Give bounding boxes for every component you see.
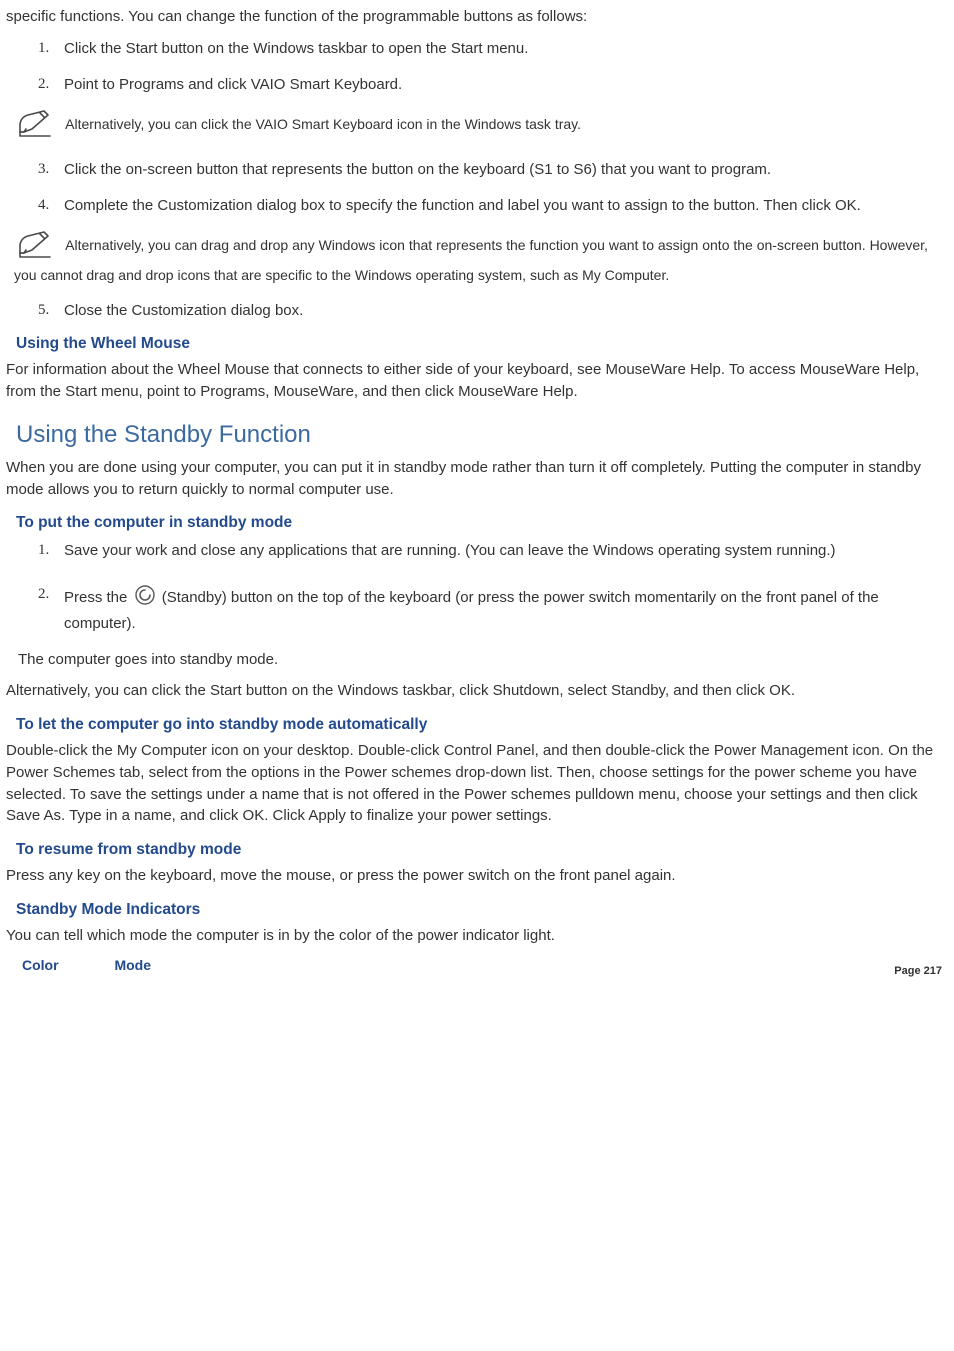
heading-wheel-mouse: Using the Wheel Mouse — [16, 335, 948, 353]
step-text: Click the on-screen button that represen… — [64, 161, 771, 178]
step-number: 2. — [38, 584, 49, 606]
step-text: Close the Customization dialog box. — [64, 302, 303, 319]
heading-standby-function: Using the Standby Function — [16, 421, 948, 449]
step-text: Save your work and close any application… — [64, 542, 836, 559]
put-step-1: 1. Save your work and close any applicat… — [38, 540, 938, 562]
page-number: Page 217 — [894, 965, 942, 977]
heading-put-standby: To put the computer in standby mode — [16, 514, 948, 532]
step-text: Click the Start button on the Windows ta… — [64, 40, 528, 57]
table-header-color: Color — [22, 957, 110, 973]
step-number: 5. — [38, 300, 49, 322]
standby-paragraph: When you are done using your computer, y… — [6, 457, 948, 501]
put-sub-paragraph: The computer goes into standby mode. — [18, 649, 948, 671]
steps-list-a: 1. Click the Start button on the Windows… — [6, 38, 948, 96]
step-number: 1. — [38, 38, 49, 60]
steps-list-b: 3. Click the on-screen button that repre… — [6, 159, 948, 217]
step-text: Complete the Customization dialog box to… — [64, 197, 861, 214]
step-2: 2. Point to Programs and click VAIO Smar… — [38, 74, 938, 96]
standby-icon — [134, 584, 156, 613]
note-1: Alternatively, you can click the VAIO Sm… — [14, 109, 940, 145]
pen-note-icon — [14, 109, 56, 145]
note-2: Alternatively, you can drag and drop any… — [14, 230, 940, 285]
page-footer: Color Mode Page 217 — [6, 957, 948, 977]
step-text-a: Press the — [64, 589, 132, 606]
step-number: 4. — [38, 195, 49, 217]
heading-indicators: Standby Mode Indicators — [16, 901, 948, 919]
resume-paragraph: Press any key on the keyboard, move the … — [6, 865, 948, 887]
indicators-paragraph: You can tell which mode the computer is … — [6, 925, 948, 947]
pen-note-icon — [14, 230, 56, 266]
step-number: 3. — [38, 159, 49, 181]
auto-paragraph: Double-click the My Computer icon on you… — [6, 740, 948, 827]
note-text: Alternatively, you can drag and drop any… — [14, 237, 928, 283]
step-text-b: (Standby) button on the top of the keybo… — [64, 589, 879, 632]
steps-list-c: 5. Close the Customization dialog box. — [6, 300, 948, 322]
put-alt-paragraph: Alternatively, you can click the Start b… — [6, 680, 948, 702]
put-step-2: 2. Press the (Standby) button on the top… — [38, 584, 938, 635]
put-standby-steps: 1. Save your work and close any applicat… — [6, 540, 948, 634]
heading-resume: To resume from standby mode — [16, 841, 948, 859]
step-number: 2. — [38, 74, 49, 96]
note-text: Alternatively, you can click the VAIO Sm… — [65, 116, 581, 132]
step-4: 4. Complete the Customization dialog box… — [38, 195, 938, 217]
intro-paragraph: specific functions. You can change the f… — [6, 6, 948, 28]
step-number: 1. — [38, 540, 49, 562]
table-header-mode: Mode — [114, 957, 151, 973]
step-5: 5. Close the Customization dialog box. — [38, 300, 938, 322]
step-3: 3. Click the on-screen button that repre… — [38, 159, 938, 181]
step-1: 1. Click the Start button on the Windows… — [38, 38, 938, 60]
wheel-mouse-paragraph: For information about the Wheel Mouse th… — [6, 359, 948, 403]
step-text: Point to Programs and click VAIO Smart K… — [64, 76, 402, 93]
heading-auto-standby: To let the computer go into standby mode… — [16, 716, 948, 734]
table-header-row: Color Mode — [22, 957, 948, 975]
